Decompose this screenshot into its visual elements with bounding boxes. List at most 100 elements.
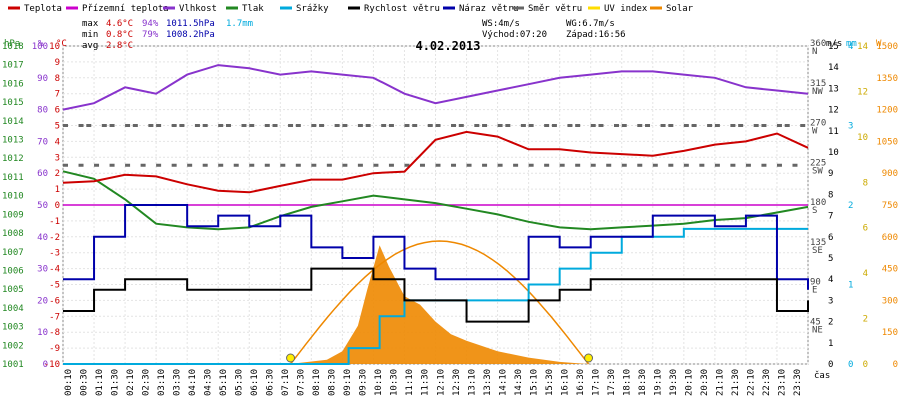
tick-label-ms: 2: [828, 318, 833, 328]
wind-dir-dot: [544, 163, 550, 167]
tick-label-time: 23:10: [778, 369, 788, 396]
sun-arc: [289, 240, 590, 365]
wind-dir-dot: [427, 124, 433, 127]
wind-dir-dot: [482, 163, 488, 167]
tick-label-dir-deg: 270: [810, 119, 826, 129]
tick-label-time: 17:10: [591, 369, 601, 396]
tick-label-c: 7: [55, 90, 60, 100]
tick-label-hpa: 1012: [2, 154, 24, 164]
tick-label-c: -2: [49, 233, 60, 243]
tick-label-c: 5: [55, 122, 60, 132]
wind-dir-dot: [792, 163, 798, 167]
axis-title-ms: m/s: [826, 39, 842, 49]
tick-label-dir-deg: 135: [810, 238, 826, 248]
series-line-Teplota: [62, 130, 809, 194]
wind-dir-dot: [311, 163, 317, 167]
tick-label-pct: 90: [37, 74, 48, 84]
tick-label-w: 1500: [876, 42, 898, 52]
tick-label-time: 12:10: [436, 369, 446, 396]
tick-label-uv: 6: [863, 224, 868, 234]
wind-dir-dot: [78, 124, 84, 127]
stat-avg-temp: 2.8°C: [106, 41, 133, 51]
tick-label-hpa: 1016: [2, 79, 24, 89]
wind-dir-dot: [660, 124, 666, 127]
tick-label-hpa: 1009: [2, 210, 24, 220]
sunrise-marker: [286, 353, 296, 363]
stat-sunrise: Východ:07:20: [482, 30, 547, 40]
wind-dir-dot: [171, 163, 177, 167]
tick-label-time: 11:30: [421, 369, 431, 396]
tick-label-time: 08:10: [312, 369, 322, 396]
wind-dir-dot: [388, 163, 394, 167]
stat-rain: 1.7mm: [226, 19, 253, 29]
wind-dir-dot: [753, 124, 759, 127]
wind-dir-dot: [125, 163, 131, 167]
wind-dir-dot: [683, 124, 689, 127]
tick-label-time: 07:10: [281, 369, 291, 396]
wind-dir-dot: [435, 124, 441, 127]
stat-min-press: 1008.2hPa: [166, 30, 215, 40]
axis-title-w: W: [876, 39, 882, 49]
wind-dir-dot: [761, 163, 767, 167]
tick-label-dir-name: SE: [812, 246, 823, 256]
legend-label: Tlak: [242, 4, 264, 14]
tick-label-time: 01:10: [95, 369, 105, 396]
tick-label-time: 00:30: [79, 369, 89, 396]
wind-dir-dot: [373, 163, 379, 167]
tick-label-w: 900: [882, 169, 898, 179]
stat-min-label: min: [82, 30, 98, 40]
tick-label-dir-deg: 315: [810, 79, 826, 89]
wind-dir-dot: [451, 124, 457, 127]
tick-label-hpa: 1007: [2, 248, 24, 258]
tick-label-uv: 2: [863, 315, 868, 325]
stat-max-press: 1011.5hPa: [166, 19, 215, 29]
wind-dir-dot: [699, 163, 705, 167]
tick-label-hpa: 1014: [2, 117, 24, 127]
wind-dir-dot: [800, 124, 806, 127]
wind-dir-dot: [683, 163, 689, 167]
tick-label-w: 750: [882, 201, 898, 211]
wind-dir-dot: [295, 163, 301, 167]
wind-dir-dot: [412, 124, 418, 127]
wind-dir-dot: [637, 163, 643, 167]
tick-label-pct: 100: [32, 42, 48, 52]
tick-label-dir-name: NE: [812, 325, 823, 335]
tick-label-ms: 14: [828, 63, 839, 73]
legend-label: Směr větru: [528, 4, 582, 14]
tick-label-ms: 10: [828, 148, 839, 158]
wind-dir-dot: [63, 163, 68, 167]
tick-label-hpa: 1008: [2, 229, 24, 239]
tick-label-hpa: 1018: [2, 42, 24, 52]
tick-label-dir-deg: 225: [810, 158, 826, 168]
wind-dir-dot: [101, 124, 107, 127]
wind-dir-dot: [621, 163, 627, 167]
wind-dir-dot: [738, 124, 744, 127]
tick-label-w: 1350: [876, 74, 898, 84]
tick-label-time: 14:10: [498, 369, 508, 396]
tick-label-time: 18:30: [638, 369, 648, 396]
stat-max-label: max: [82, 19, 99, 29]
tick-label-hpa: 1001: [2, 360, 24, 370]
tick-label-dir-deg: 90: [810, 278, 821, 288]
tick-label-c: 2: [55, 169, 60, 179]
wind-dir-dot: [784, 124, 790, 127]
stat-sunset: Západ:16:56: [566, 30, 626, 40]
wind-dir-dot: [288, 124, 294, 127]
wind-dir-dot: [125, 124, 131, 127]
legend: Teplota Přízemní teplota Vlhkost Tlak Srážky…: [8, 4, 694, 14]
axis-title-time: čas: [814, 370, 830, 381]
wind-dir-dot: [691, 124, 697, 127]
tick-label-w: 0: [893, 360, 898, 370]
stat-max-hum: 94%: [142, 19, 159, 29]
tick-label-dir-name: SW: [812, 166, 823, 176]
tick-label-dir-name: W: [812, 127, 818, 137]
axis-title-pct: %: [38, 39, 44, 49]
tick-label-time: 07:30: [297, 369, 307, 396]
tick-label-pct: 40: [37, 233, 48, 243]
wind-dir-dot: [497, 124, 503, 127]
wind-dir-dot: [132, 124, 138, 127]
tick-label-time: 05:30: [234, 369, 244, 396]
tick-label-pct: 0: [43, 360, 48, 370]
stat-gust: WG:6.7m/s: [566, 19, 615, 29]
tick-label-hpa: 1015: [2, 98, 24, 108]
